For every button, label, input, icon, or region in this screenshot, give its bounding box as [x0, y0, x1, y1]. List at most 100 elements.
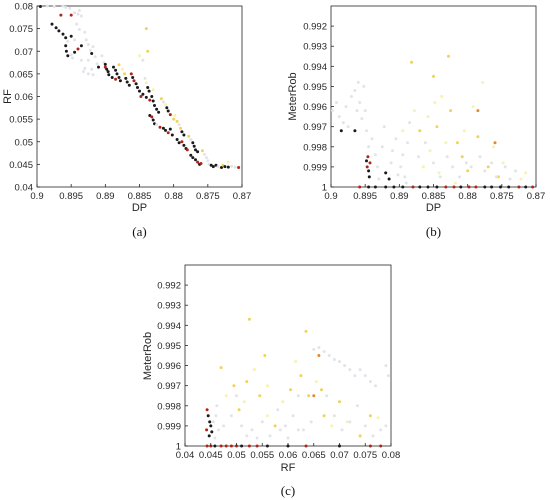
panel-a-data-point [136, 86, 139, 89]
panel-c-data-point [330, 424, 334, 428]
panel-b-data-point [490, 161, 494, 165]
panel-a-data-point [194, 148, 197, 152]
panel-a-data-point [220, 166, 223, 169]
panel-a-data-point [79, 14, 83, 18]
panel-a-x-axis-label: DP [132, 202, 147, 214]
panel-a-data-point [73, 11, 77, 15]
panel-a-data-point [103, 62, 107, 66]
panel-a-data-point [52, 5, 56, 8]
panel-b-data-point [346, 125, 350, 129]
panel-c-data-point [215, 404, 219, 408]
panel-b-data-point [517, 185, 521, 189]
panel-c-data-point [229, 444, 233, 448]
panel-c-x-ticks: 0.04 0.045 0.05 0.055 0.06 0.065 0.07 0.075 0.08 [176, 443, 400, 461]
panel-a-data-point [196, 160, 200, 164]
panel-c-data-point [294, 360, 298, 363]
panel-c-x-tick-label: 0.045 [199, 450, 223, 461]
panel-a-data-point [199, 162, 203, 165]
panel-c-y-tick-label: 0.994 [157, 321, 181, 332]
panel-a-data-point [71, 56, 74, 60]
panel-a-data-point [54, 26, 58, 30]
panel-a-x-tick-label: 0.895 [59, 191, 83, 202]
panel-b-data-point [350, 95, 353, 98]
panel-c-data-point [237, 408, 241, 412]
panel-c-data-point [219, 366, 223, 370]
panel-a-data-point [73, 38, 77, 42]
panel-a-data-point [173, 114, 177, 117]
panel-a-data-point [153, 104, 156, 107]
panel-b-data-point [438, 175, 442, 179]
panel-a-data-point [88, 48, 92, 52]
panel-a-data-point [117, 76, 121, 79]
panel-b-points [330, 54, 535, 189]
panel-c-y-tick-label: 0.999 [157, 421, 181, 432]
panel-c-data-point [276, 408, 280, 412]
panel-c-data-point [263, 354, 267, 357]
panel-c-data-point [247, 444, 251, 448]
panel-a-data-point [132, 79, 136, 83]
panel-a-data-point [143, 76, 147, 80]
panel-b-data-point [365, 129, 368, 133]
panel-a-data-point [194, 158, 197, 162]
panel-b-data-point [492, 145, 496, 149]
panel-c-data-point [240, 444, 244, 448]
panel-b-data-point [380, 145, 384, 149]
panel-b-data-point [432, 74, 435, 78]
panel-a-y-tick-label: 0.08 [15, 2, 34, 13]
panel-c-data-point [338, 400, 341, 404]
panel-a-data-point [144, 27, 148, 31]
panel-b-data-point [476, 135, 480, 139]
panel-c-data-point [273, 424, 277, 428]
panel-c-data-point [363, 424, 367, 428]
panel-a-data-point [164, 103, 167, 107]
panel-a-data-point [64, 5, 68, 9]
panel-c-data-point [322, 350, 326, 353]
panel-a-data-point [134, 82, 138, 86]
panel-b-y-tick-label: 0.998 [303, 142, 327, 153]
panel-b-data-point [360, 117, 364, 121]
panel-b-data-point [389, 161, 393, 165]
panel-c-x-axis-label: RF [281, 462, 296, 474]
panel-a-data-point [57, 29, 61, 33]
panel-b-data-point [373, 153, 377, 157]
panel-a-data-point [118, 79, 122, 83]
panel-c-x-tick-label: 0.04 [176, 450, 195, 461]
panel-b-data-point [387, 177, 391, 181]
panel-a-data-point [117, 63, 121, 67]
panel-c-data-point [296, 394, 300, 398]
panel-a-y-tick-label: 0.06 [15, 92, 34, 103]
panel-a-data-point [226, 160, 230, 164]
panel-b-data-point [459, 185, 463, 189]
panel-b-y-tick-label: 0.997 [303, 122, 327, 133]
panel-a-data-point [187, 134, 191, 138]
panel-b-data-point [433, 101, 437, 104]
panel-b-data-point [411, 185, 415, 189]
panel-a-data-point [77, 28, 81, 31]
panel-b-data-point [486, 165, 490, 169]
panel-b-data-point [452, 185, 456, 189]
panel-c-y-tick-label: 0.995 [157, 341, 181, 352]
panel-c-data-point [253, 368, 256, 372]
panel-c-data-point [312, 394, 316, 398]
panel-c-data-point [283, 424, 287, 428]
panel-c-data-point [340, 428, 344, 432]
panel-b-data-point [426, 185, 430, 189]
panel-a-data-point [64, 36, 68, 40]
panel-b-data-point [417, 155, 420, 159]
panel-a-data-point [151, 118, 155, 122]
panel-c-data-point [289, 388, 293, 392]
panel-c-data-point [247, 317, 251, 321]
panel-b-data-point [435, 185, 439, 189]
panel-c-data-point [206, 414, 210, 418]
panel-b-data-point [382, 125, 386, 129]
panel-c-data-point [307, 394, 311, 398]
panel-a-data-point [168, 127, 172, 131]
panel-a-data-point [211, 165, 215, 169]
panel-c-data-point [232, 384, 236, 388]
panel-b-y-tick-label: 0.994 [303, 62, 327, 73]
panel-a-data-point [175, 119, 179, 123]
panel-a-data-point [141, 58, 145, 62]
panel-a-data-point [86, 72, 90, 76]
panel-a-data-point [144, 81, 148, 85]
panel-c: 0.04 0.045 0.05 0.055 0.06 0.065 0.07 0.075 0.08… [142, 264, 400, 498]
